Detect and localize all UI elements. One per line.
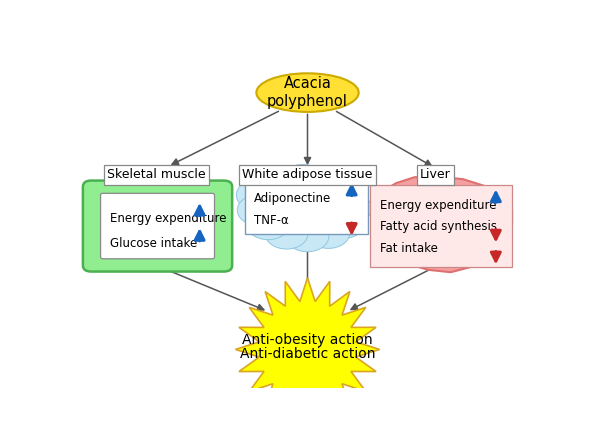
Circle shape	[237, 194, 280, 225]
Circle shape	[265, 218, 308, 249]
Text: Skeletal muscle: Skeletal muscle	[107, 168, 206, 181]
Text: Liver: Liver	[420, 168, 451, 181]
Circle shape	[312, 195, 349, 222]
Polygon shape	[373, 177, 512, 272]
FancyBboxPatch shape	[101, 193, 215, 259]
Circle shape	[286, 221, 329, 252]
Text: TNF-α: TNF-α	[254, 214, 289, 227]
Circle shape	[293, 189, 332, 218]
Text: Energy expenditure: Energy expenditure	[380, 198, 496, 211]
Text: Energy expenditure: Energy expenditure	[110, 212, 226, 225]
Text: Anti-diabetic action: Anti-diabetic action	[240, 347, 375, 361]
FancyBboxPatch shape	[245, 180, 368, 234]
Polygon shape	[235, 278, 380, 421]
Circle shape	[329, 193, 371, 224]
Text: Glucose intake: Glucose intake	[110, 237, 197, 250]
Text: White adipose tissue: White adipose tissue	[242, 168, 373, 181]
Text: Fatty acid synthesis: Fatty acid synthesis	[380, 220, 497, 233]
Circle shape	[247, 209, 289, 240]
Circle shape	[307, 218, 350, 249]
Text: Fat intake: Fat intake	[380, 242, 437, 255]
Text: Adiponectine: Adiponectine	[254, 192, 331, 205]
Circle shape	[281, 164, 325, 197]
Ellipse shape	[256, 73, 359, 112]
Text: Anti-obesity action: Anti-obesity action	[242, 333, 373, 347]
FancyBboxPatch shape	[83, 181, 232, 272]
Circle shape	[304, 167, 349, 199]
FancyBboxPatch shape	[370, 185, 512, 267]
Text: Acacia
polyphenol: Acacia polyphenol	[267, 76, 348, 109]
Circle shape	[324, 179, 367, 209]
Circle shape	[257, 167, 302, 199]
Circle shape	[272, 191, 311, 219]
Circle shape	[322, 208, 365, 238]
Circle shape	[236, 179, 281, 211]
